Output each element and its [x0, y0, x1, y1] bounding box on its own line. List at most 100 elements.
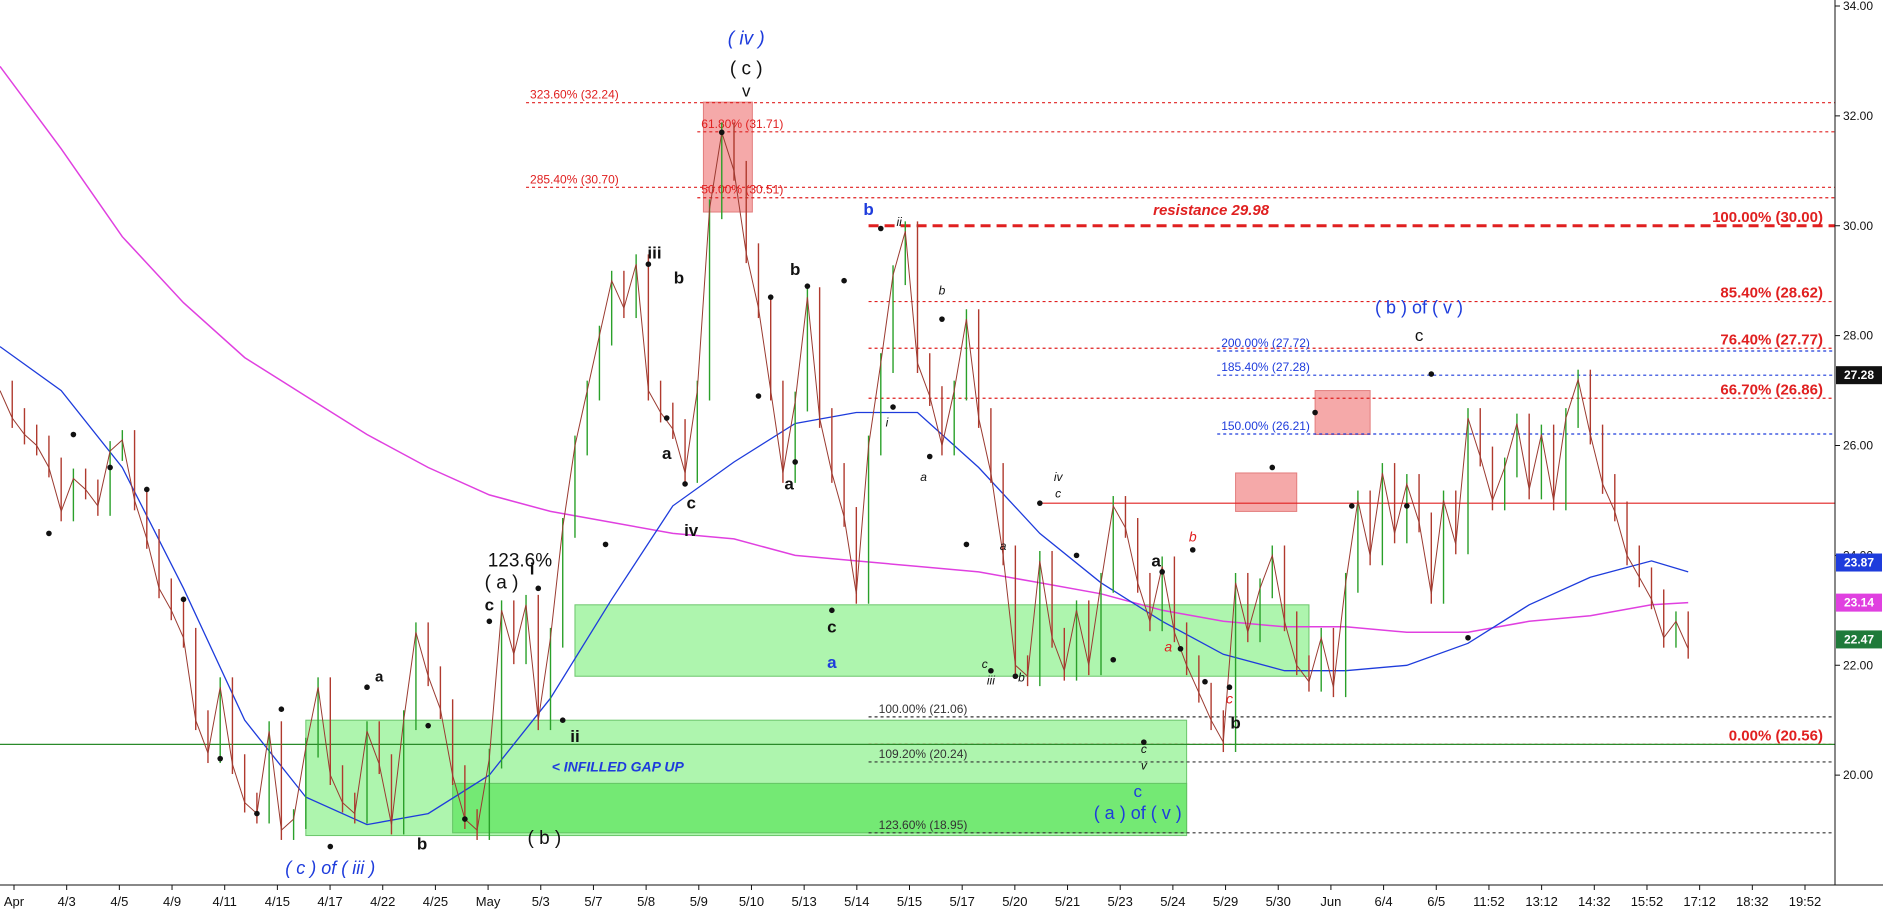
wave-label-26: b — [417, 834, 427, 853]
wave-label-19: a — [920, 470, 927, 484]
pivot-point-33 — [1037, 500, 1043, 506]
price-line — [0, 132, 1689, 832]
wave-label-30: iv — [1054, 470, 1064, 484]
pivot-point-41 — [1226, 684, 1233, 691]
y-tick-label-7: 34.00 — [1843, 0, 1873, 13]
x-tick-label-5: 4/15 — [265, 894, 290, 909]
pivot-point-39 — [1189, 547, 1196, 553]
pivot-point-10 — [425, 722, 431, 729]
wave-label-41: c — [1141, 742, 1147, 756]
y-tick-label-0: 20.00 — [1843, 768, 1873, 782]
wave-label-2: v — [742, 82, 751, 101]
wave-label-0: ( iv ) — [728, 28, 765, 49]
pivot-point-4 — [180, 596, 187, 603]
x-tick-label-32: 17:12 — [1683, 894, 1716, 909]
level-label-8: 0.00% (20.56) — [1729, 727, 1823, 744]
price-tag-label-2: 23.14 — [1844, 596, 1874, 610]
price-tag-3 — [1836, 630, 1882, 649]
wave-label-3: resistance 29.98 — [1153, 202, 1270, 219]
wave-label-35: b — [1018, 671, 1025, 685]
pivot-point-11 — [462, 816, 468, 822]
pivot-point-5 — [217, 755, 223, 762]
wave-label-13: c — [827, 617, 836, 636]
level-label-14: 123.60% (18.95) — [879, 818, 968, 832]
x-tick-label-3: 4/9 — [163, 894, 181, 909]
price-tag-label-0: 27.28 — [1844, 368, 1874, 382]
level-label-0: 323.60% (32.24) — [530, 88, 619, 102]
pivot-point-34 — [1073, 552, 1080, 559]
wave-label-42: v — [1141, 759, 1148, 773]
pivot-point-40 — [1202, 678, 1208, 685]
price-tag-label-3: 22.47 — [1844, 632, 1874, 646]
pivot-point-16 — [645, 261, 652, 268]
x-tick-label-21: 5/23 — [1108, 894, 1133, 909]
x-tick-label-30: 14:32 — [1578, 894, 1611, 909]
pivot-point-26 — [878, 225, 884, 232]
x-tick-label-1: 4/3 — [58, 894, 76, 909]
wave-label-10: iv — [684, 521, 699, 540]
x-tick-label-8: 4/25 — [423, 894, 448, 909]
pivot-points — [46, 129, 1471, 850]
x-tick-label-17: 5/15 — [897, 894, 922, 909]
wave-label-27: a — [375, 669, 384, 686]
wave-label-16: ii — [896, 215, 902, 229]
pivot-point-15 — [602, 541, 609, 548]
wave-label-31: c — [1055, 487, 1061, 501]
pivot-point-3 — [144, 486, 150, 493]
wave-label-36: a — [1151, 551, 1161, 570]
wave-label-28: ( c ) of ( iii ) — [285, 858, 375, 878]
level-label-4: 100.00% (30.00) — [1712, 209, 1823, 226]
pivot-point-29 — [939, 316, 945, 322]
level-label-12: 100.00% (21.06) — [879, 702, 968, 716]
pivot-point-8 — [327, 843, 334, 850]
wave-label-15: b — [863, 200, 873, 219]
wave-label-44: ( a ) of ( v ) — [1094, 803, 1182, 823]
wave-label-6: iii — [647, 244, 661, 263]
pivot-point-9 — [364, 684, 370, 691]
green-zone-inner — [452, 782, 1188, 834]
pivot-point-19 — [718, 129, 725, 136]
x-tick-label-23: 5/29 — [1213, 894, 1238, 909]
wave-label-4: ( b ) of ( v ) — [1375, 298, 1463, 318]
moving-averages — [0, 65, 1689, 826]
x-tick-label-2: 4/5 — [110, 894, 128, 909]
wave-label-18: i — [886, 415, 889, 429]
x-tick-label-29: 13:12 — [1525, 894, 1558, 909]
price-tag-2 — [1836, 593, 1882, 612]
pivot-point-24 — [829, 607, 835, 614]
level-label-13: 109.20% (20.24) — [879, 747, 968, 761]
x-tick-label-31: 15:52 — [1631, 894, 1664, 909]
x-tick-label-6: 4/17 — [317, 894, 342, 909]
x-tick-label-11: 5/7 — [584, 894, 602, 909]
pivot-point-37 — [1159, 569, 1165, 575]
x-tick-label-4: 4/11 — [213, 894, 237, 909]
level-label-6: 76.40% (27.77) — [1720, 331, 1823, 348]
pivot-point-18 — [682, 481, 688, 487]
y-tick-label-5: 30.00 — [1843, 219, 1873, 233]
pivot-point-46 — [1428, 371, 1435, 377]
pivot-point-0 — [46, 530, 52, 537]
wave-label-20: 123.6% — [488, 550, 553, 571]
pivot-point-12 — [486, 618, 493, 625]
level-label-2: 285.40% (30.70) — [530, 172, 619, 186]
pivot-point-25 — [841, 277, 847, 284]
x-tick-label-0: Apr — [4, 894, 25, 909]
wave-label-14: a — [827, 653, 837, 672]
x-tick-label-14: 5/10 — [739, 894, 764, 909]
pivot-point-36 — [1141, 739, 1147, 745]
pivot-point-13 — [535, 585, 542, 592]
level-label-9: 200.00% (27.72) — [1221, 336, 1310, 350]
pivot-point-30 — [963, 541, 970, 548]
wave-label-1: ( c ) — [730, 59, 763, 80]
x-tick-label-9: May — [476, 894, 501, 909]
x-tick-label-20: 5/21 — [1055, 894, 1080, 909]
x-tick-label-25: Jun — [1320, 894, 1341, 909]
pivot-point-47 — [1465, 634, 1471, 641]
pivot-point-42 — [1269, 464, 1276, 471]
x-tick-label-33: 18:32 — [1736, 894, 1769, 909]
wave-label-5: c — [1415, 326, 1424, 345]
pivot-point-23 — [804, 283, 811, 289]
ma-magenta-line — [0, 65, 1689, 634]
pivot-point-35 — [1110, 656, 1117, 663]
